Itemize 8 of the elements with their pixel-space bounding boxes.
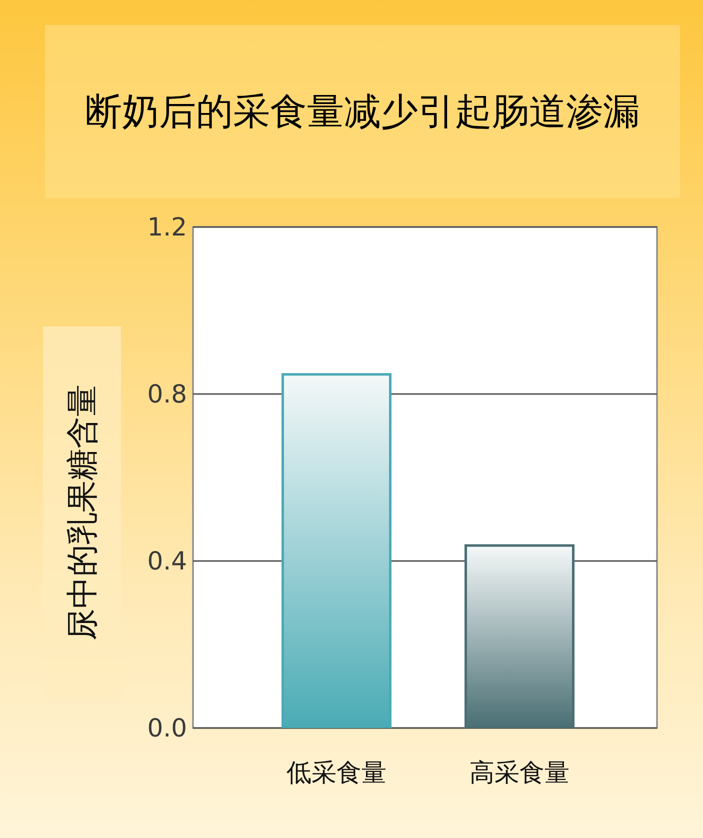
chart-title: 断奶后的采食量减少引起肠道渗漏 <box>85 90 640 133</box>
x-tick-label: 高采食量 <box>470 758 570 787</box>
y-tick-label: 0.4 <box>147 546 187 576</box>
y-tick-label: 0.0 <box>147 714 187 742</box>
y-tick-label: 1.2 <box>147 212 187 242</box>
y-axis-title: 尿中的乳果糖含量 <box>63 384 101 640</box>
x-tick-label: 低采食量 <box>286 758 386 787</box>
y-tick-label: 0.8 <box>147 380 187 408</box>
